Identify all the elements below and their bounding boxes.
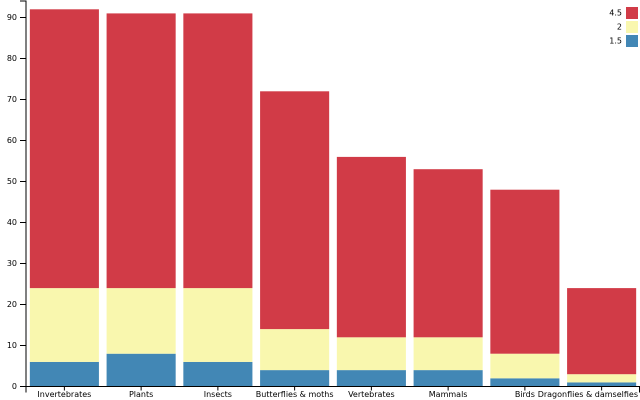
bar-segment-2-5 [336, 337, 406, 371]
bar-segment-2-4 [260, 329, 330, 371]
bar-segment-2-2 [106, 288, 176, 354]
bar-segment-2-8 [567, 374, 637, 383]
x-axis: Invertebrates Plants Insects Butterflies & … [25, 386, 640, 399]
y-tick-label: 10 [7, 341, 17, 350]
bar-segment-1-6 [413, 370, 483, 387]
bar-segment-2-6 [413, 337, 483, 371]
bar-segment-3-5 [336, 156, 406, 338]
bar-segment-1-5 [336, 370, 406, 387]
legend-label: 1.5 [609, 37, 622, 46]
y-tick-label: 60 [7, 136, 17, 145]
y-tick-label: 70 [7, 95, 17, 104]
bar-segment-2-1 [29, 288, 99, 362]
legend-swatch [626, 7, 638, 19]
bar-segment-2-7 [490, 353, 560, 379]
legend-swatch [626, 35, 638, 47]
y-tick-label: 80 [7, 54, 17, 63]
bar-segment-3-1 [29, 9, 99, 289]
bar-segment-1-2 [106, 353, 176, 387]
y-tick-label: 20 [7, 300, 17, 309]
legend-swatch [626, 21, 638, 33]
x-tick-label: Vertebrates [348, 390, 395, 399]
legend-label: 4.5 [609, 9, 622, 18]
bar-segment-1-3 [183, 361, 253, 387]
x-tick-label: Insects [204, 390, 232, 399]
y-tick-label: 30 [7, 259, 17, 268]
bar-segment-1-8 [567, 382, 637, 387]
bar-segment-1-7 [490, 378, 560, 387]
y-axis: 0 10 20 30 40 50 60 70 80 90 [7, 0, 27, 391]
x-tick-label: Mammals [429, 390, 468, 399]
bar-segment-1-4 [260, 370, 330, 387]
bar-segment-3-2 [106, 13, 176, 289]
y-tick-label: 90 [7, 13, 17, 22]
bar-segment-1-1 [29, 361, 99, 387]
x-tick-label: Butterflies & moths [256, 390, 334, 399]
x-tick-label: Invertebrates [37, 390, 91, 399]
x-tick-label: Dragonflies & damselfies [538, 390, 638, 399]
y-tick-label: 50 [7, 177, 17, 186]
y-tick-label: 0 [12, 382, 17, 391]
bar-segment-3-3 [183, 13, 253, 289]
bar-segment-3-8 [567, 288, 637, 375]
y-tick-label: 40 [7, 218, 17, 227]
bars-layer [29, 9, 637, 387]
bar-segment-3-6 [413, 169, 483, 338]
legend-label: 2 [617, 23, 622, 32]
legend: 4.5 2 1.5 [609, 7, 638, 47]
bar-segment-3-4 [260, 91, 330, 330]
bar-segment-2-3 [183, 288, 253, 362]
x-tick-label: Birds [515, 390, 535, 399]
x-tick-label: Plants [129, 390, 153, 399]
bar-segment-3-7 [490, 189, 560, 354]
